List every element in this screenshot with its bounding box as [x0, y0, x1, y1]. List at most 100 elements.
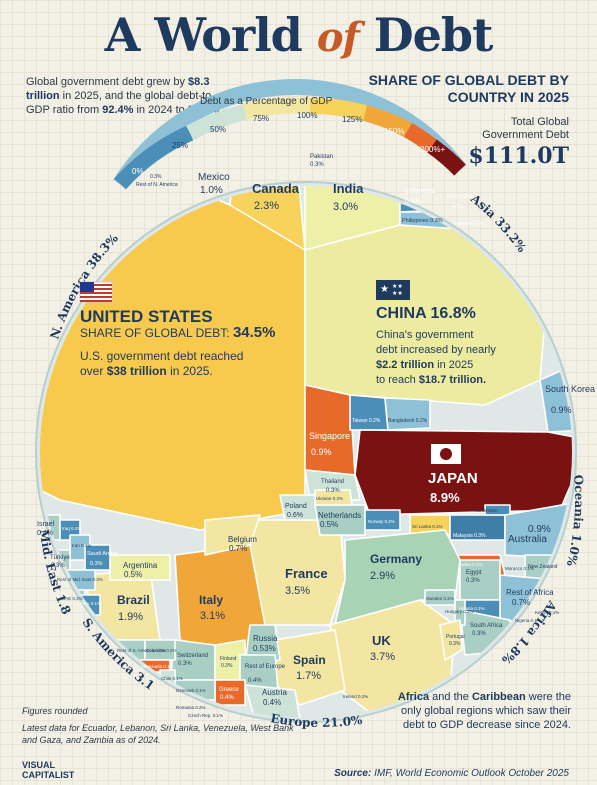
- japan-flag-icon: [431, 444, 461, 464]
- label-venezuela: Venezuela 0.1%: [141, 664, 174, 669]
- label-rest-europe-v: 0.4%: [248, 678, 262, 684]
- label-australia-v: 0.9%: [528, 524, 551, 535]
- cell-argentina: [109, 554, 171, 581]
- label-bangladesh: Bangladesh 0.2%: [388, 418, 428, 424]
- label-uk: UK: [372, 633, 391, 648]
- label-algeria: Algeria 0.1%: [459, 606, 485, 611]
- cell-bangladesh: [384, 397, 431, 431]
- label-ireland: Ireland 0.2%: [343, 694, 368, 699]
- scale-tick: 125%: [342, 115, 362, 124]
- scale-tick: 150%: [384, 127, 404, 136]
- cell-hungary: [454, 599, 466, 626]
- label-singapore: Singapore: [309, 431, 350, 441]
- footnote-latest: Latest data for Ecuador, Lebanon, Sri La…: [22, 723, 294, 745]
- label-finland-v: 0.3%: [221, 663, 233, 669]
- label-uk-v: 3.7%: [370, 651, 395, 663]
- svg-text:★★: ★★: [392, 290, 403, 297]
- label-us-note1: U.S. government debt reached: [80, 349, 243, 363]
- scale-tick: 100%: [297, 111, 317, 120]
- cell-norway: [364, 509, 401, 531]
- page-title: A World of Debt: [104, 8, 494, 62]
- label-brazil-v: 1.9%: [118, 611, 143, 623]
- label-belgium: Belgium: [228, 535, 257, 544]
- scale-tick: 0%: [132, 167, 144, 176]
- label-italy: Italy: [199, 593, 223, 607]
- label-rest-na: Rest of N. America: [136, 182, 178, 188]
- label-india: India: [333, 181, 364, 196]
- label-switzerland: Switzerland: [177, 653, 208, 659]
- label-poland-v: 0.6%: [287, 512, 303, 519]
- label-taiwan: Taiwan 0.2%: [352, 418, 381, 424]
- label-indonesia: Indonesia: [405, 188, 435, 195]
- scale-tick: 75%: [253, 114, 269, 123]
- total-debt-value: $111.0T: [468, 143, 569, 169]
- label-colombia: Colombia 0.2%: [146, 648, 177, 653]
- scale-tick: 25%: [172, 141, 188, 150]
- label-us-title: UNITED STATES: [80, 307, 213, 326]
- chart-subtitle: SHARE OF GLOBAL DEBT BY COUNTRY IN 2025: [368, 72, 569, 105]
- label-iran: Iran 0.1%: [72, 543, 91, 548]
- label-chile: Chile 0.1%: [161, 676, 183, 681]
- label-japan-title: JAPAN: [428, 470, 478, 487]
- scale-tick: 200%+: [420, 145, 445, 154]
- label-australia: Australia: [508, 534, 547, 545]
- label-austria: Austria: [262, 688, 287, 697]
- label-rest-africa-v: 0.7%: [512, 598, 530, 607]
- label-austria-v: 0.4%: [263, 698, 281, 707]
- label-rest-me: Rest of Mid. East 0.3%: [57, 577, 103, 582]
- label-south-africa: South Africa: [470, 623, 503, 629]
- label-singapore-v: 0.9%: [311, 447, 332, 457]
- scale-band-mid2: [243, 97, 311, 120]
- cell-saudi: [84, 544, 111, 571]
- label-france-v: 3.5%: [285, 585, 310, 597]
- label-poland: Poland: [285, 503, 307, 510]
- label-china-note1: China's government: [376, 329, 474, 341]
- svg-text:★: ★: [380, 284, 389, 295]
- label-rest-asia-v: 0.2%: [452, 204, 464, 210]
- label-china-note2: debt increased by nearly: [376, 344, 496, 356]
- label-netherlands-v: 0.5%: [320, 520, 338, 529]
- label-thailand: Thailand: [321, 479, 344, 485]
- label-thailand-v: 0.3%: [326, 488, 340, 494]
- cell-belgium: [204, 514, 261, 556]
- label-rest-asia: Rest of Asia: [447, 194, 474, 200]
- label-malaysia: Malaysia 0.3%: [453, 533, 486, 539]
- label-philippines: Philippines 0.3%: [402, 218, 443, 224]
- scale-band-high1: [362, 105, 412, 138]
- label-china-title: CHINA 16.8%: [376, 305, 476, 322]
- label-argentina-v: 0.5%: [124, 570, 142, 579]
- label-us-share: SHARE OF GLOBAL DEBT: 34.5%: [80, 324, 276, 341]
- label-greece-v: 0.4%: [220, 695, 234, 701]
- label-south-africa-v: 0.3%: [472, 631, 486, 637]
- label-morocco: Morocco 0.1%: [505, 566, 534, 571]
- label-south-korea-v: 0.9%: [551, 405, 572, 415]
- scale-band-high2: [403, 123, 437, 153]
- label-turkiye-v: 0.3%: [51, 563, 65, 569]
- scale-tick: 50%: [210, 125, 226, 134]
- cell-singapore: [304, 384, 356, 476]
- label-spain: Spain: [293, 653, 326, 667]
- label-saudi: Saudi Arabia: [87, 551, 119, 557]
- label-hungary: Hungary 0.2%: [445, 609, 474, 614]
- label-uae: UAE 0.2%: [62, 596, 83, 601]
- label-china-note4: to reach $18.7 trillion.: [376, 374, 486, 386]
- label-israel-v: 0.4%: [37, 530, 53, 537]
- label-greece: Greece: [219, 687, 239, 693]
- label-rest-na-v: 0.3%: [150, 174, 162, 180]
- label-brazil: Brazil: [117, 593, 150, 607]
- us-flag-icon: [79, 281, 113, 303]
- cell-colombia: [144, 639, 176, 661]
- label-mexico-v: 1.0%: [200, 185, 223, 196]
- scale-band-low: [114, 125, 194, 190]
- label-ukraine: Ukraine 0.2%: [316, 496, 343, 501]
- africa-note: Africa and the Caribbean were the only g…: [397, 691, 571, 731]
- label-czech: Czech Rep. 0.1%: [188, 713, 223, 718]
- label-us-note2: over $38 trillion in 2025.: [80, 364, 213, 378]
- label-argentina: Argentina: [123, 561, 158, 570]
- label-kazakhstan: Kazakhstan: [474, 508, 498, 513]
- label-rest-sa: Rest of S. America 0.2%: [117, 648, 166, 653]
- label-portugal-v: 0.3%: [449, 641, 461, 647]
- cell-taiwan: [349, 394, 389, 431]
- label-canada-v: 2.3%: [254, 200, 279, 212]
